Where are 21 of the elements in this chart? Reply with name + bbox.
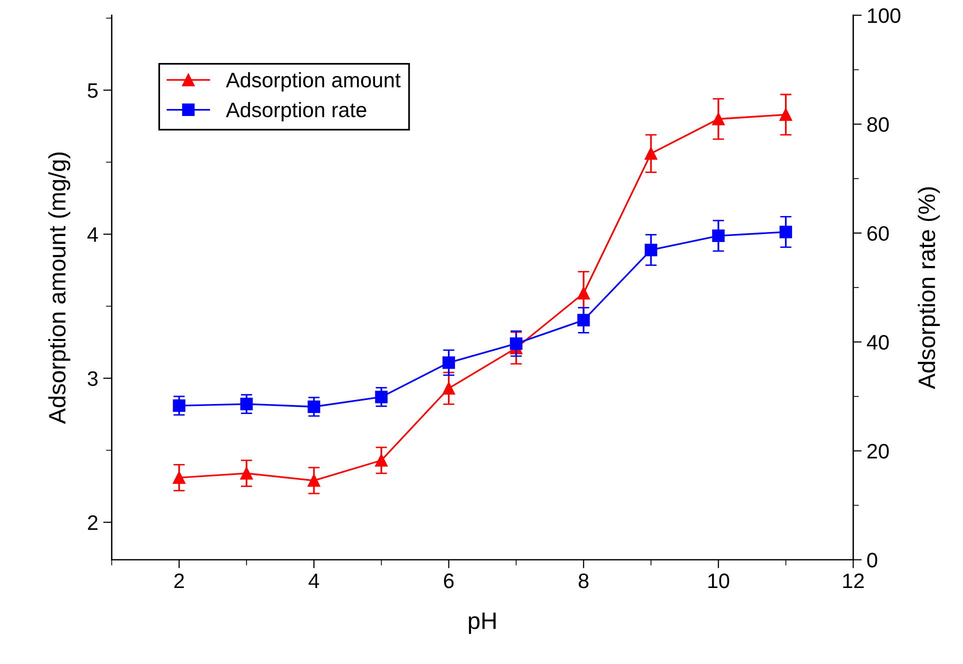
y-tick-label: 5: [88, 83, 98, 98]
x-tick-label: 6: [444, 573, 454, 588]
y2-tick-label: 60: [867, 226, 889, 241]
y2-axis-title: Adsorption rate (%): [918, 187, 940, 390]
legend-label: Adsorption rate: [226, 102, 366, 122]
y2-tick-label: 100: [868, 8, 900, 24]
y2-tick-label: 40: [866, 334, 889, 350]
y2-tick-label: 0: [867, 552, 878, 568]
y-tick-label: 2: [88, 515, 98, 530]
x-axis-title: pH: [468, 612, 496, 634]
y2-tick-label: 80: [867, 117, 889, 132]
y-axis-title: Adsorption amount (mg/g): [48, 152, 70, 424]
legend-label: Adsorption amount: [226, 72, 401, 92]
y-tick-label: 3: [88, 371, 98, 386]
y2-tick-label: 20: [867, 444, 889, 459]
x-tick-label: 8: [578, 573, 588, 588]
y-tick-label: 4: [87, 227, 98, 242]
x-tick-label: 4: [308, 574, 320, 588]
x-tick-label: 2: [174, 573, 184, 588]
x-tick-label: 10: [708, 573, 730, 588]
x-tick-label: 12: [843, 573, 864, 588]
